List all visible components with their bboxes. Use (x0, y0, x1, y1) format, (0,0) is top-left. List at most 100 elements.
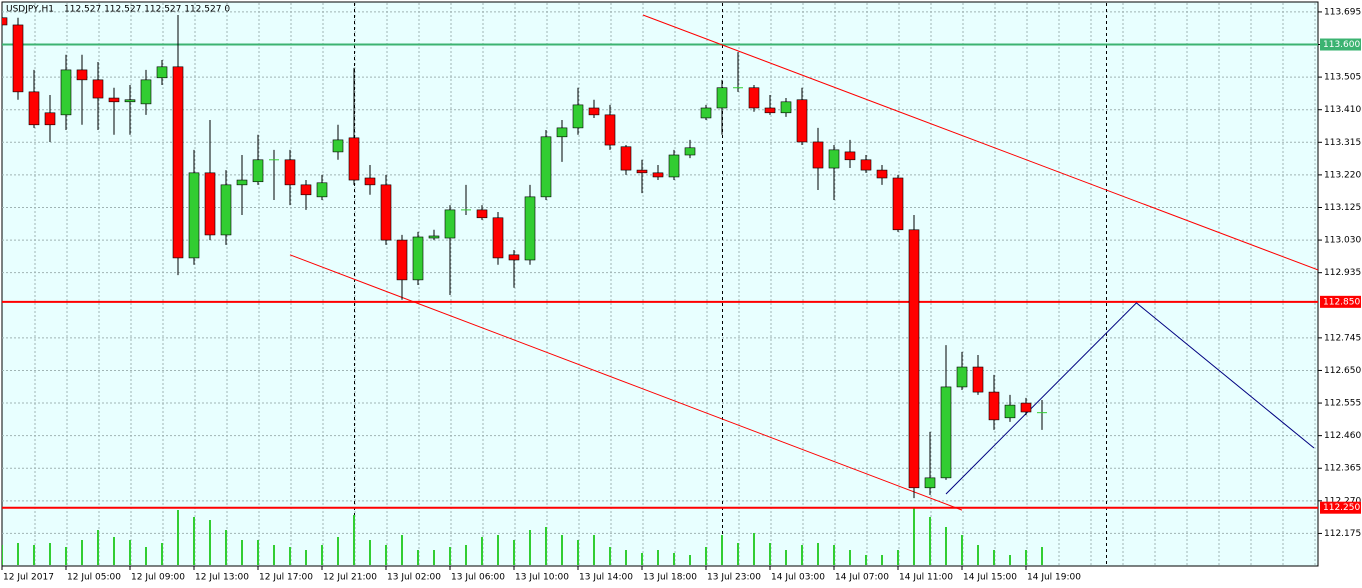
candle-body (780, 101, 792, 114)
x-tick-label: 14 Jul 03:00 (771, 573, 825, 583)
chart-title: USDJPY,H1 (6, 5, 54, 15)
candle-body (428, 235, 440, 239)
candle-body (380, 184, 392, 241)
y-tick-label: 112.935 (1324, 268, 1361, 278)
level-label-box (1320, 501, 1361, 514)
candle-body (1020, 402, 1032, 413)
candle-body (700, 107, 712, 119)
candle-body (28, 91, 40, 126)
x-tick-label: 12 Jul 17:00 (259, 573, 313, 583)
candle-body (140, 79, 152, 105)
candle-body (44, 112, 56, 126)
y-tick-label: 112.460 (1324, 431, 1361, 441)
trend-line (642, 14, 1318, 271)
x-tick-label: 12 Jul 13:00 (195, 573, 249, 583)
candle-body (124, 99, 136, 103)
x-tick-label: 13 Jul 10:00 (515, 573, 569, 583)
candle-body (220, 184, 232, 236)
candle-body (508, 254, 520, 261)
y-tick-label: 112.175 (1324, 529, 1361, 539)
x-tick-label: 14 Jul 07:00 (835, 573, 889, 583)
candle-body (108, 97, 120, 103)
candle-body (76, 69, 88, 81)
chart-info: 112.527 112.527 112.527 112.527 0 (64, 5, 230, 15)
candle-body (540, 136, 552, 198)
candle-body (364, 177, 376, 186)
candle-body (252, 159, 264, 183)
y-tick-label: 113.125 (1324, 203, 1361, 213)
candle-body (444, 209, 456, 239)
y-tick-label: 113.410 (1324, 105, 1361, 115)
candle-body (636, 169, 648, 174)
y-tick-label: 113.030 (1324, 236, 1361, 246)
candle-body (764, 107, 776, 114)
x-tick-label: 12 Jul 2017 (3, 573, 54, 583)
candle-body (604, 114, 616, 146)
candle-body (972, 366, 984, 393)
trend-line (945, 302, 1315, 495)
candle-body (524, 196, 536, 261)
candle-body (684, 147, 696, 156)
x-tick-label: 13 Jul 14:00 (579, 573, 633, 583)
candle-body (572, 104, 584, 129)
candle-body (1004, 404, 1016, 419)
candle-body (668, 154, 680, 178)
candle-body (92, 79, 104, 99)
candle-body (748, 87, 760, 109)
x-tick-label: 14 Jul 19:00 (1027, 573, 1081, 583)
level-label: 112.850 (1323, 297, 1360, 307)
candle-body (892, 177, 904, 231)
candle-body (812, 141, 824, 169)
x-tick-label: 13 Jul 18:00 (643, 573, 697, 583)
candle-body (876, 169, 888, 179)
candle-body (908, 229, 920, 489)
y-tick-label: 113.505 (1324, 73, 1361, 83)
candle-body (2, 17, 8, 26)
candle-body (412, 236, 424, 281)
candle-body (588, 107, 600, 116)
x-tick-label: 13 Jul 06:00 (451, 573, 505, 583)
y-tick-label: 112.650 (1324, 366, 1361, 376)
candle-body (236, 179, 248, 186)
candle-body (300, 184, 312, 196)
candle-body (476, 209, 488, 219)
candle-body (348, 137, 360, 181)
candle-body (332, 139, 344, 153)
candle-body (652, 172, 664, 178)
candle-body (940, 386, 952, 479)
candle-body (12, 24, 24, 93)
candle-body (556, 127, 568, 138)
x-tick-label: 13 Jul 23:00 (707, 573, 761, 583)
candle-body (188, 172, 200, 259)
y-tick-label: 112.555 (1324, 399, 1361, 409)
candle-body (716, 87, 728, 109)
y-tick-label: 112.365 (1324, 464, 1361, 474)
x-tick-label: 12 Jul 21:00 (323, 573, 377, 583)
y-tick-label: 113.695 (1324, 7, 1361, 17)
candle-body (828, 149, 840, 169)
candle-body (844, 151, 856, 161)
candle-body (492, 217, 504, 259)
plot (2, 14, 1318, 565)
y-tick-label: 112.745 (1324, 333, 1361, 343)
plot-area (1, 1, 1319, 567)
level-label: 112.250 (1323, 503, 1360, 513)
x-tick-label: 14 Jul 11:00 (899, 573, 953, 583)
candle-body (796, 99, 808, 143)
x-tick-label: 12 Jul 05:00 (67, 573, 121, 583)
candle-body (172, 66, 184, 259)
x-tick-label: 13 Jul 02:00 (387, 573, 441, 583)
x-tick-label: 12 Jul 09:00 (131, 573, 185, 583)
candle-body (156, 66, 168, 79)
level-label-box (1320, 295, 1361, 308)
candle-body (316, 182, 328, 198)
level-label-box (1320, 38, 1361, 51)
candle-body (988, 391, 1000, 421)
candle-body (924, 477, 936, 489)
candle-body (956, 366, 968, 388)
candle-body (60, 69, 72, 116)
y-tick-label: 113.315 (1324, 138, 1361, 148)
level-label: 113.600 (1323, 40, 1360, 50)
candle-body (620, 146, 632, 171)
